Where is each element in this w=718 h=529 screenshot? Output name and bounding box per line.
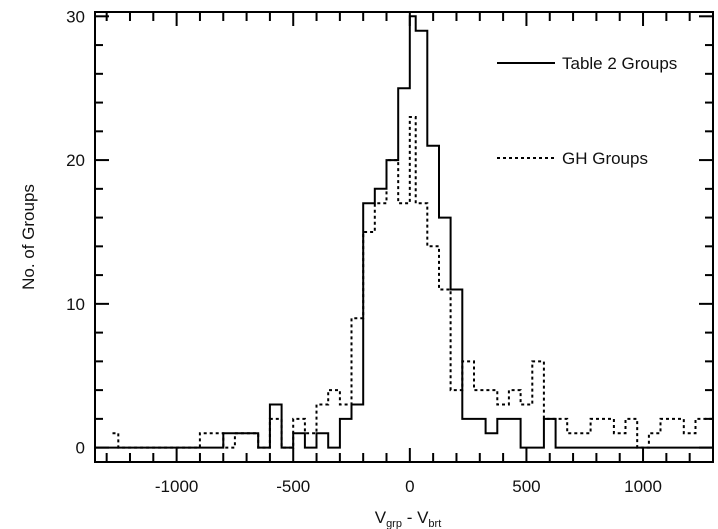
- legend: Table 2 Groups GH Groups: [497, 54, 677, 168]
- x-tick-label: 0: [405, 477, 414, 496]
- legend-label-table2: Table 2 Groups: [562, 54, 677, 73]
- x-axis-label: Vgrp - Vbrt: [375, 508, 442, 529]
- plot-frame: [94, 11, 714, 463]
- y-tick-label: 30: [66, 7, 85, 26]
- y-axis-label: No. of Groups: [19, 184, 38, 290]
- series-layer: [95, 15, 713, 449]
- x-tick-label: 500: [512, 477, 540, 496]
- x-tick-label: -500: [276, 477, 310, 496]
- tick-layer: -1000 -500 0 500 1000 0 10 20 30: [66, 7, 714, 496]
- x-tick-label: 1000: [624, 477, 662, 496]
- series-line-table2-groups: [95, 15, 713, 449]
- y-tick-label: 0: [76, 439, 85, 458]
- y-tick-label: 20: [66, 151, 85, 170]
- series-line-gh-groups: [112, 116, 713, 449]
- x-tick-label: -1000: [155, 477, 198, 496]
- y-tick-label: 10: [66, 295, 85, 314]
- legend-label-gh: GH Groups: [562, 149, 648, 168]
